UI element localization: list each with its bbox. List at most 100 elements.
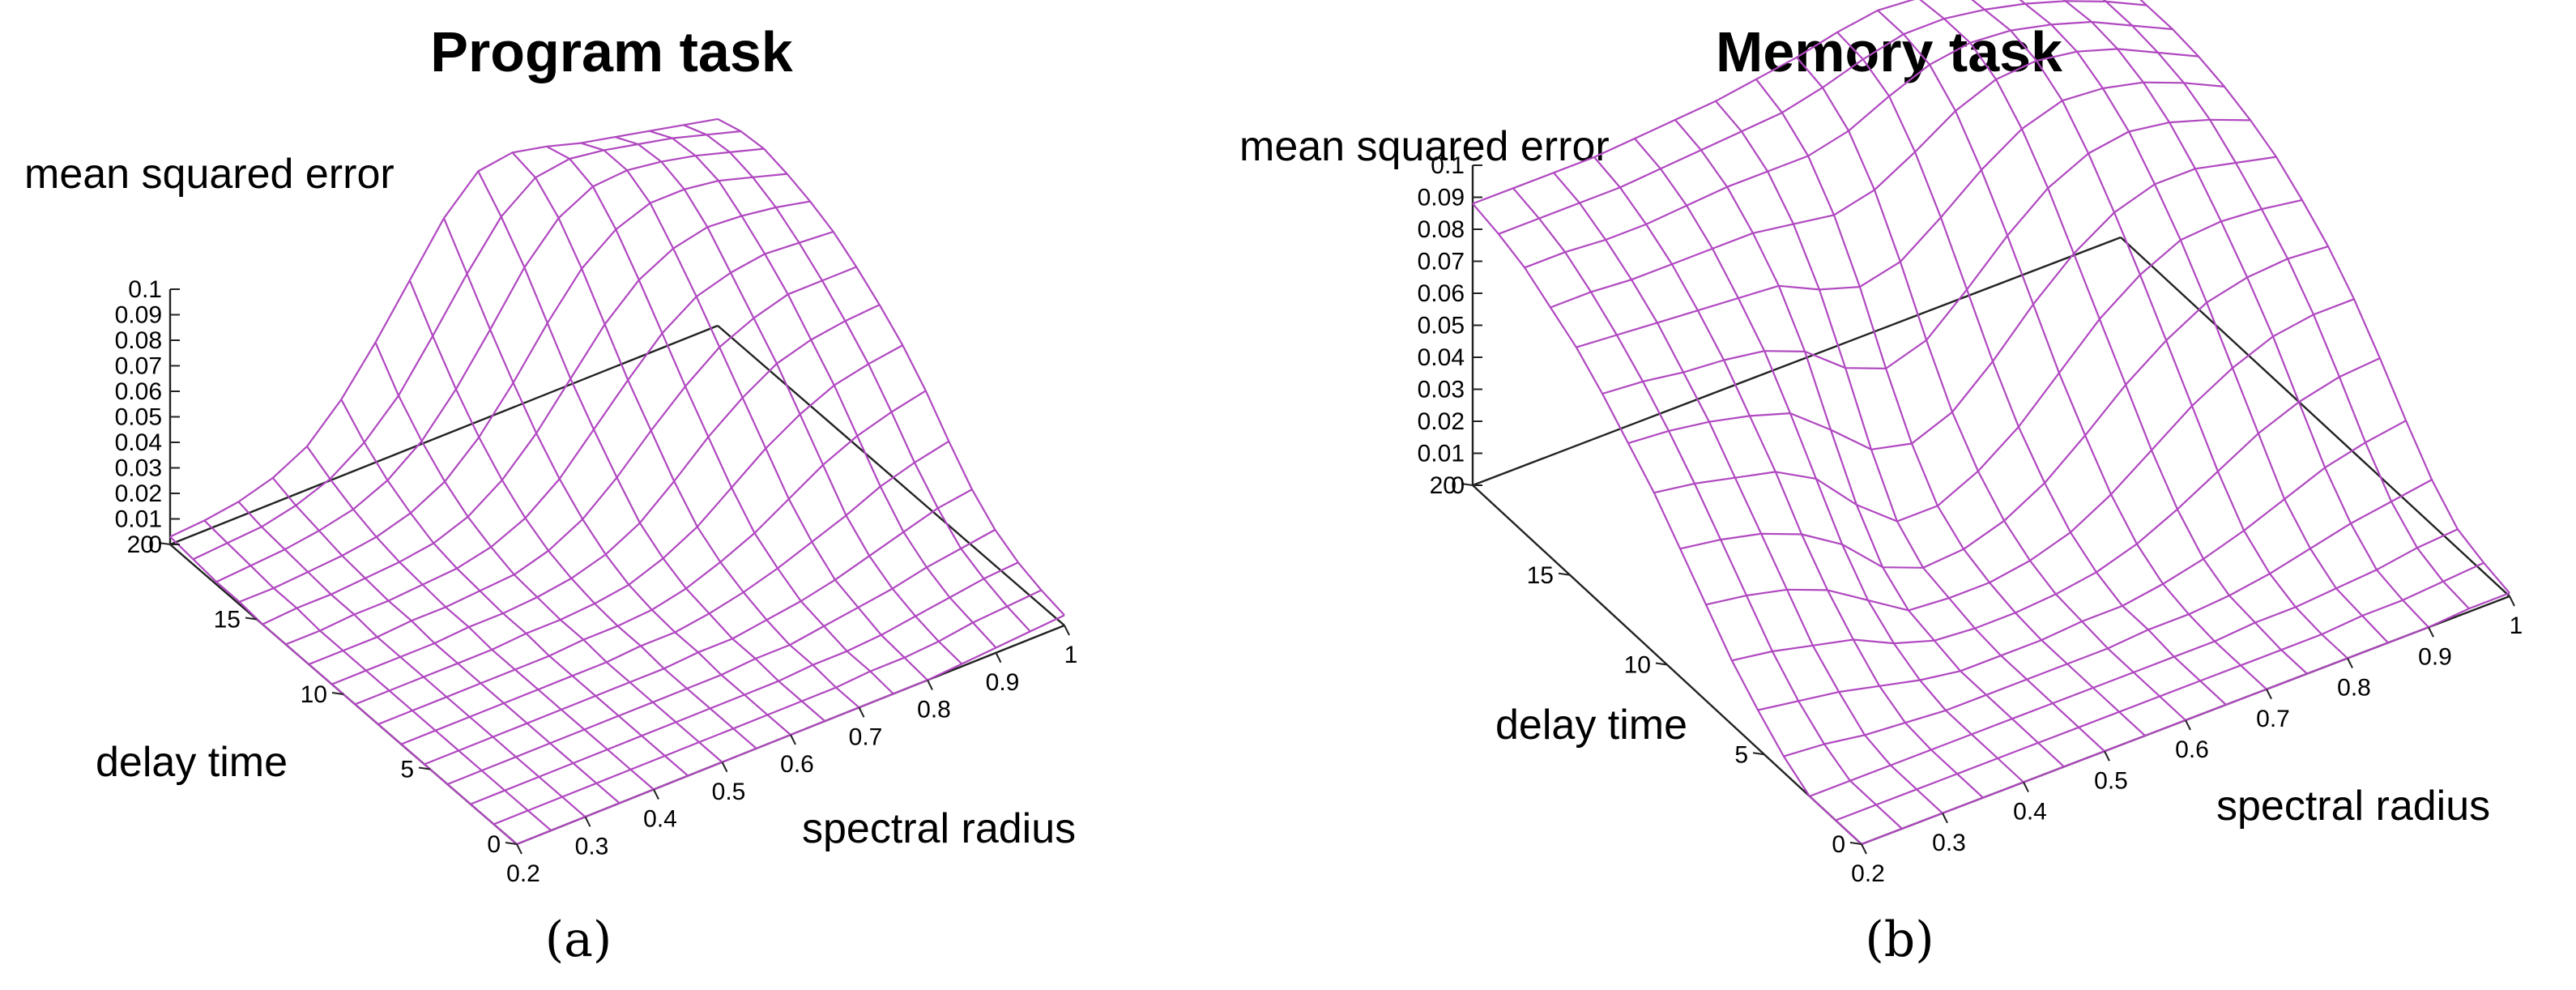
mesh-line-y <box>1835 561 2484 821</box>
x-axis-title: spectral radius <box>2216 783 2490 830</box>
x-tick-mark <box>2347 658 2353 668</box>
y-tick-label: 20 <box>1430 472 1456 499</box>
y-tick-label: 0 <box>1832 831 1845 858</box>
y-tick-mark <box>1752 752 1765 756</box>
z-tick-label: 0.07 <box>115 353 162 380</box>
mesh-line-x <box>649 130 997 649</box>
y-tick-mark <box>1655 662 1668 666</box>
x-tick-mark <box>1942 813 1948 824</box>
y-tick-label: 15 <box>1527 562 1554 589</box>
mesh-line-x <box>683 124 1031 633</box>
back-edge <box>1472 236 2122 487</box>
back-edge <box>169 324 719 546</box>
x-tick-mark <box>721 762 728 773</box>
x-tick-mark <box>1064 625 1070 636</box>
x-tick-label: 0.9 <box>986 669 1020 696</box>
mesh-line-x <box>408 280 757 749</box>
mesh-line-x <box>511 151 860 709</box>
mesh-line-y <box>331 304 881 685</box>
x-tick-mark <box>2266 689 2272 700</box>
x-tick-label: 0.7 <box>2256 706 2290 732</box>
y-tick-mark <box>158 542 171 545</box>
z-tick-label: 0.04 <box>1418 344 1465 371</box>
x-tick-label: 0.8 <box>917 697 951 723</box>
mesh-line-y <box>1550 48 2199 309</box>
y-tick-mark <box>1558 572 1571 576</box>
x-tick-mark <box>2509 595 2515 607</box>
mesh-line-x <box>1472 203 1862 845</box>
x-tick-label: 0.7 <box>849 723 883 750</box>
mesh-line-x <box>1877 9 2267 690</box>
z-tick-label: 0.07 <box>1418 249 1465 275</box>
y-tick-mark <box>1461 483 1474 486</box>
z-tick-label: 0.09 <box>115 302 162 329</box>
mesh-line-x <box>1971 0 2348 659</box>
panel-memory-task: Memory task mean squared error delay tim… <box>1239 0 2523 968</box>
mesh-line-x <box>1796 57 2186 721</box>
y-axis-title: delay time <box>1495 702 1687 749</box>
x-tick-label: 0.8 <box>2337 675 2371 702</box>
mesh-line-x <box>203 519 552 831</box>
x-tick-label: 1 <box>2510 612 2523 639</box>
mesh-line-y <box>400 440 949 745</box>
x-tick-label: 0.5 <box>2094 767 2128 794</box>
mesh-line-x <box>1715 100 2105 753</box>
z-tick-label: 0.01 <box>1418 441 1465 467</box>
mesh-line-y <box>1757 420 2407 711</box>
axis-ticks: 0.20.30.40.50.60.70.80.910510152000.010.… <box>115 276 1078 887</box>
mesh-line-x <box>1755 79 2146 736</box>
mesh-line-y <box>354 344 903 706</box>
y-tick-label: 0 <box>487 831 501 858</box>
mesh-line-x <box>1512 187 1903 830</box>
mesh-line-x <box>374 342 723 763</box>
z-tick-label: 0.08 <box>1418 216 1465 243</box>
mesh-line-y <box>1627 156 2277 450</box>
x-tick-mark <box>927 680 933 690</box>
mesh-line-x <box>477 170 826 722</box>
chart-title: Program task <box>430 20 792 83</box>
right-edge <box>2120 237 2510 597</box>
x-axis-title: spectral radius <box>802 805 1076 852</box>
z-tick-label: 0.04 <box>115 429 162 456</box>
mesh-line-y <box>446 528 996 786</box>
y-tick-label: 5 <box>1734 741 1748 768</box>
x-tick-label: 0.9 <box>2418 643 2452 670</box>
x-tick-label: 1 <box>1064 642 1078 668</box>
z-tick-label: 0.05 <box>115 404 162 431</box>
mesh-line-x <box>340 399 689 777</box>
y-tick-label: 10 <box>301 681 327 708</box>
chart-title: Memory task <box>1716 20 2062 83</box>
x-tick-mark <box>1861 843 1867 855</box>
z-tick-label: 0.02 <box>115 480 162 507</box>
y-tick-label: 20 <box>127 531 154 558</box>
panel-program-task: Program task mean squared error delay ti… <box>24 20 1077 968</box>
x-tick-label: 0.4 <box>2013 799 2047 826</box>
mesh-line-y <box>493 589 1042 826</box>
axes-frame <box>168 289 1065 846</box>
z-tick-label: 0.06 <box>115 378 162 405</box>
surface-mesh <box>1472 0 2510 846</box>
x-tick-mark <box>790 734 796 745</box>
y-tick-mark <box>245 617 258 621</box>
mesh-line-x <box>1836 32 2227 706</box>
z-tick-label: 0.03 <box>1418 377 1465 403</box>
z-tick-label: 0 <box>1451 472 1465 499</box>
x-tick-mark <box>858 706 865 718</box>
mesh-line-y <box>424 489 973 766</box>
x-tick-mark <box>584 816 591 827</box>
x-tick-label: 0.2 <box>506 860 540 887</box>
y-tick-mark <box>1849 842 1862 845</box>
z-tick-label: 0.03 <box>115 455 162 482</box>
z-tick-label: 0.1 <box>128 276 162 303</box>
z-tick-label: 0.02 <box>1418 408 1465 435</box>
mesh-line-x <box>614 136 963 665</box>
y-axis-title: delay time <box>96 739 288 786</box>
x-tick-mark <box>2185 719 2191 731</box>
x-tick-label: 0.3 <box>1932 830 1966 856</box>
y-tick-mark <box>331 692 344 695</box>
surface-mesh <box>169 117 1065 846</box>
axis-ticks: 0.20.30.40.50.60.70.80.910510152000.010.… <box>1418 152 2523 887</box>
z-tick-label: 0.01 <box>115 506 162 533</box>
mesh-line-y <box>215 147 765 583</box>
